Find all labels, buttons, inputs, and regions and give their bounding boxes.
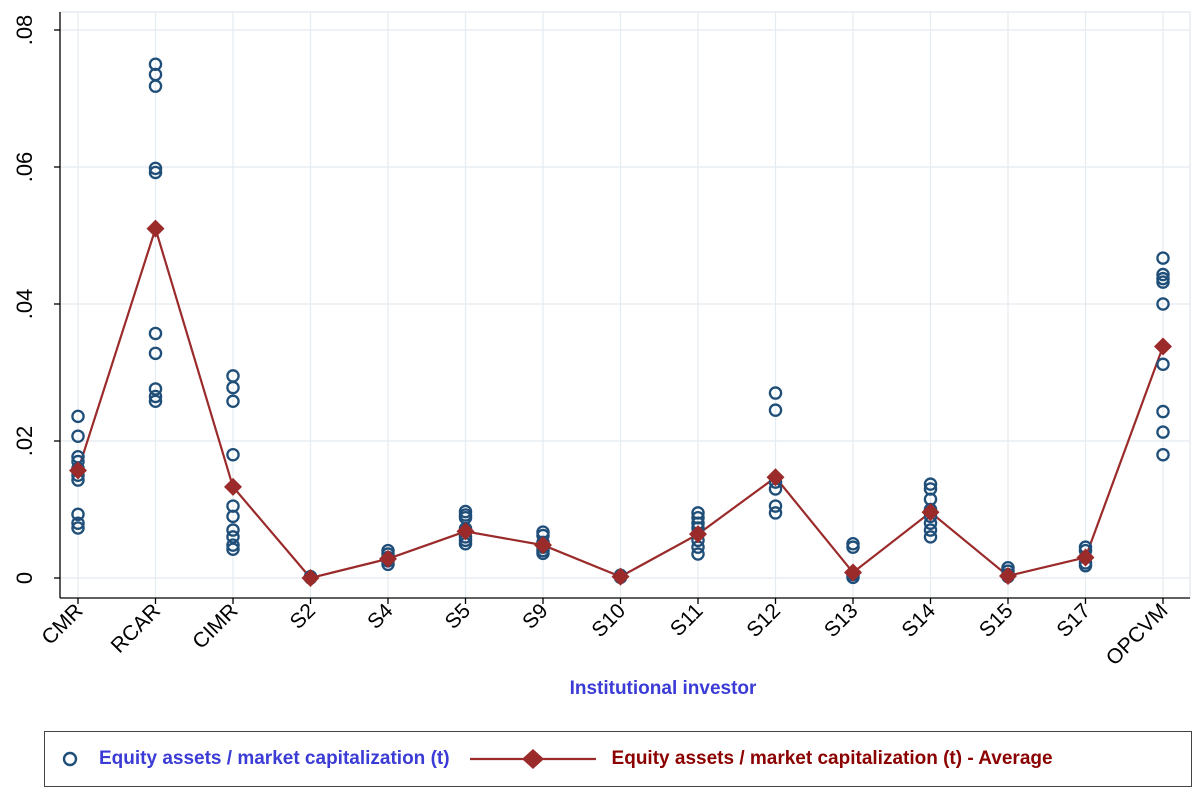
y-tick-label: 0: [12, 572, 37, 584]
x-tick-label: S9: [518, 599, 552, 633]
scatter-point: [148, 389, 163, 404]
scatter-point: [226, 394, 240, 409]
scatter-point: [923, 523, 938, 537]
average-marker: [689, 525, 707, 544]
scatter-point: [226, 538, 240, 552]
chart-canvas: 0 .02 .04 .06 .08 CMR RCAR CIMR S2 S4 S5 S9 S10 S11 S…: [12, 11, 1191, 699]
average-marker: [69, 461, 87, 480]
average-marker: [1154, 337, 1172, 356]
scatter-point: [71, 507, 85, 522]
scatter-point: [768, 499, 783, 513]
scatter-point: [71, 429, 85, 443]
scatter-point: [768, 403, 783, 417]
scatter-point: [1156, 447, 1170, 462]
x-tick-label: S14: [897, 599, 940, 642]
y-tick-label: .06: [12, 152, 37, 183]
x-tick-label: S5: [441, 599, 475, 633]
legend-item-average: Equity assets / market capitalization (t…: [468, 746, 1053, 772]
scatter-point: [768, 386, 783, 400]
average-marker: [146, 219, 165, 238]
average-marker: [844, 563, 862, 582]
scatter-point: [226, 523, 240, 537]
scatter-point: [71, 516, 85, 530]
x-tick-label: S17: [1052, 599, 1095, 642]
axes: [54, 12, 1190, 604]
average-marker: [766, 468, 785, 487]
scatter-point: [1156, 275, 1170, 289]
legend-circle-icon: [62, 751, 78, 767]
legend-label-scatter: Equity assets / market capitalization (t…: [99, 748, 450, 769]
scatter-point: [1156, 404, 1170, 419]
scatter-point: [1156, 251, 1170, 265]
x-tick-label: S13: [820, 599, 863, 642]
average-marker: [456, 522, 475, 541]
legend-label-average: Equity assets / market capitalization (t…: [611, 748, 1053, 769]
scatter-point: [226, 380, 240, 395]
scatter-point: [1156, 297, 1170, 311]
y-tick-label: .08: [12, 15, 37, 46]
scatter-point: [226, 542, 240, 556]
average-marker: [999, 566, 1017, 585]
x-tick-labels: CMR RCAR CIMR S2 S4 S5 S9 S10 S11 S12 S13 S14 S15 S17…: [37, 599, 1172, 670]
average-markers: [69, 219, 1172, 587]
scatter-point: [148, 394, 163, 409]
legend-diamond-line-icon: [469, 749, 596, 769]
average-marker: [301, 569, 320, 587]
scatter-point: [148, 165, 163, 180]
x-tick-label: S10: [587, 599, 630, 642]
scatter-point: [226, 509, 240, 524]
x-tick-label: CIMR: [188, 599, 242, 653]
grid: [59, 11, 1191, 599]
y-tick-labels: 0 .02 .04 .06 .08: [12, 15, 37, 584]
average-marker: [1076, 548, 1095, 567]
average-marker: [224, 477, 242, 496]
x-tick-label: RCAR: [107, 599, 165, 657]
scatter-point: [923, 530, 938, 544]
scatter-point: [226, 447, 240, 462]
scatter-point: [148, 161, 163, 176]
x-tick-label: CMR: [37, 599, 87, 649]
scatter-point: [1156, 425, 1170, 439]
scatter-point: [768, 506, 783, 520]
scatter-point: [1156, 267, 1170, 282]
x-tick-label: S15: [975, 599, 1018, 642]
scatter-point: [923, 477, 938, 491]
scatter-point: [71, 409, 85, 424]
average-marker: [534, 536, 552, 555]
legend: Equity assets / market capitalization (t…: [44, 731, 1192, 787]
scatter-point: [148, 346, 163, 361]
x-tick-label: OPCVM: [1102, 599, 1173, 670]
x-tick-label: S12: [742, 599, 785, 642]
y-tick-label: .04: [12, 289, 37, 320]
scatter-point: [1156, 357, 1170, 372]
average-marker: [379, 549, 397, 568]
scatter-point: [71, 521, 85, 535]
scatter-point: [148, 79, 163, 93]
x-tick-label: S2: [286, 599, 320, 633]
legend-item-scatter: Equity assets / market capitalization (t…: [57, 746, 450, 772]
x-axis-label: Institutional investor: [570, 678, 757, 699]
scatter-point: [846, 540, 860, 554]
average-marker: [921, 503, 940, 522]
average-marker: [611, 567, 630, 586]
scatter-point: [691, 547, 705, 561]
x-tick-label: S11: [666, 599, 708, 641]
scatter-point: [148, 326, 163, 341]
x-tick-label: S4: [363, 599, 398, 634]
y-tick-label: .02: [12, 426, 37, 457]
plot-area: [59, 11, 1191, 599]
